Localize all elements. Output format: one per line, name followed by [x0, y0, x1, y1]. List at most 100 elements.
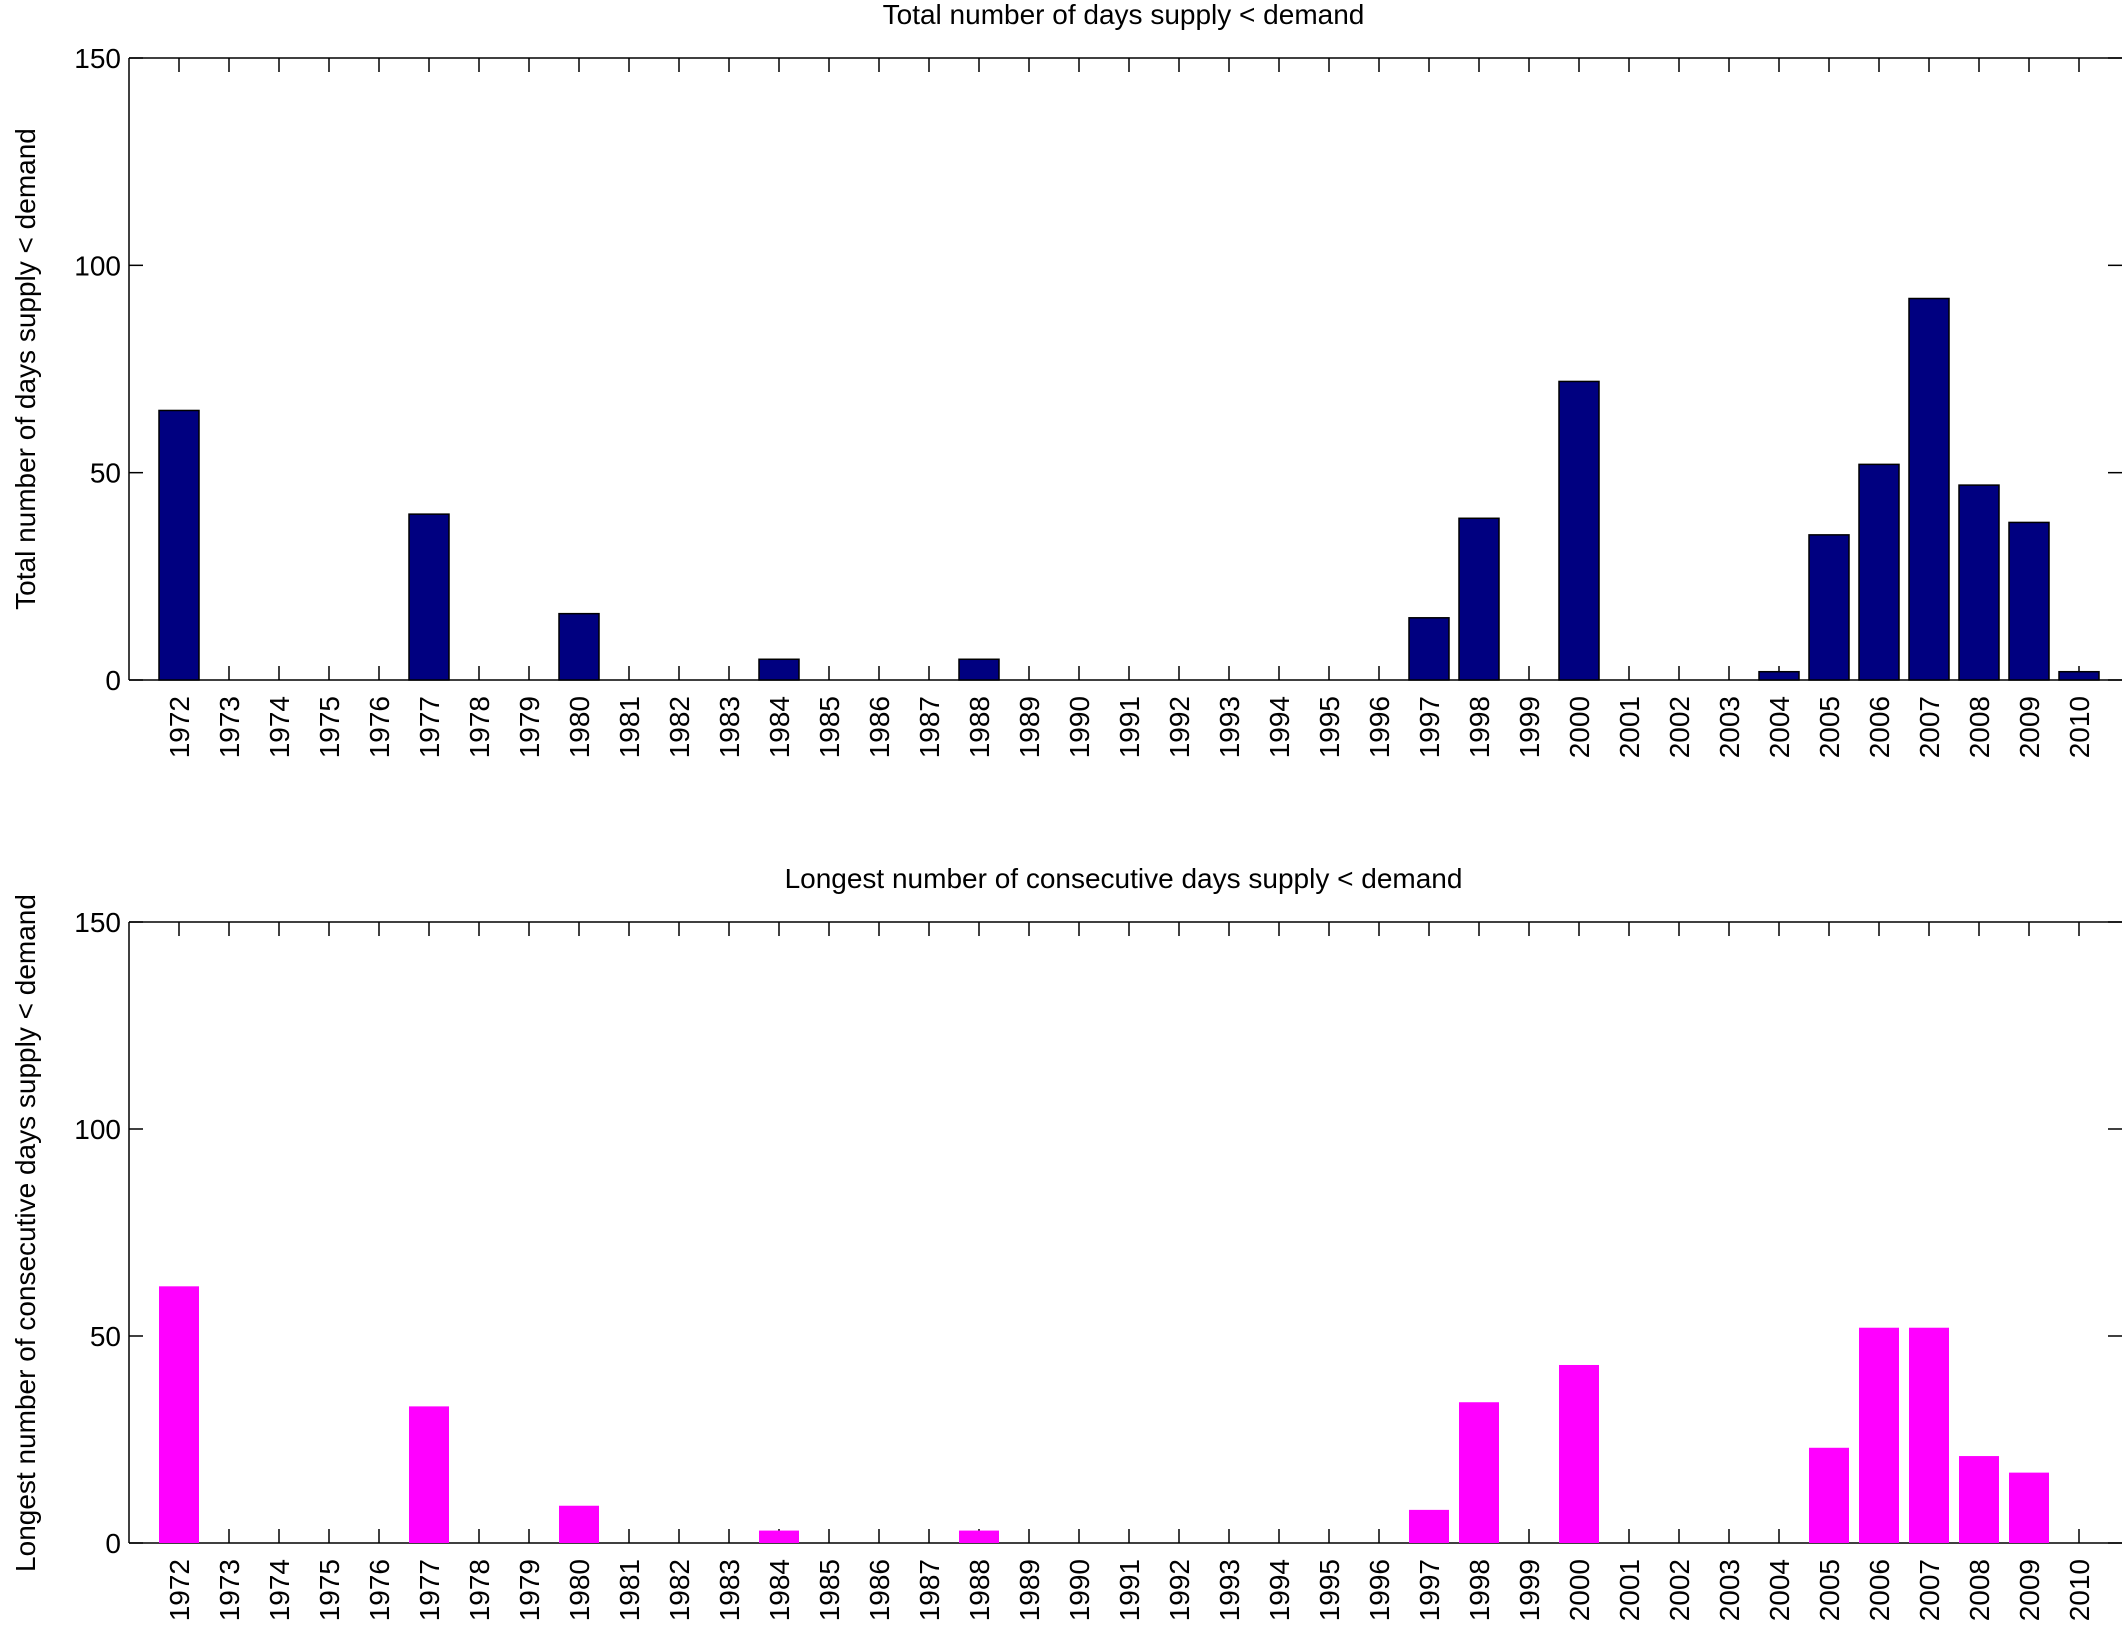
chart-1-y-tick-label: 50 — [90, 458, 121, 489]
chart-2-bar-1984 — [759, 1530, 799, 1543]
chart-2-x-tick-label: 1984 — [764, 1559, 795, 1621]
chart-2-x-tick-label: 2009 — [2014, 1559, 2045, 1621]
chart-1-x-tick-label: 1977 — [414, 696, 445, 758]
chart-2-x-tick-label: 1999 — [1514, 1559, 1545, 1621]
chart-2-x-tick-label: 2007 — [1914, 1559, 1945, 1621]
chart-2-x-tick-label: 1972 — [164, 1559, 195, 1621]
chart-2-x-tick-label: 2006 — [1864, 1559, 1895, 1621]
chart-2-x-tick-label: 1981 — [614, 1559, 645, 1621]
chart-1-x-tick-label: 1998 — [1464, 696, 1495, 758]
chart-2-y-tick-label: 0 — [105, 1528, 121, 1559]
chart-2-x-tick-label: 1980 — [564, 1559, 595, 1621]
chart-1-x-tick-label: 1995 — [1314, 696, 1345, 758]
chart-2-x-tick-label: 1993 — [1214, 1559, 1245, 1621]
chart-2-bar-1997 — [1409, 1509, 1449, 1543]
chart-2-y-tick-label: 50 — [90, 1321, 121, 1352]
chart-1-x-tick-label: 2002 — [1664, 696, 1695, 758]
chart-2-x-tick-label: 2005 — [1814, 1559, 1845, 1621]
chart-2-x-tick-label: 1974 — [264, 1559, 295, 1621]
chart-1-x-tick-label: 1991 — [1114, 696, 1145, 758]
chart-2-x-tick-label: 1982 — [664, 1559, 695, 1621]
chart-2-bar-2007 — [1909, 1327, 1949, 1543]
chart-2-x-tick-label: 1995 — [1314, 1559, 1345, 1621]
chart-1-bar-2010 — [2058, 670, 2100, 681]
chart-1-x-tick-label: 1990 — [1064, 696, 1095, 758]
chart-2-x-tick-label: 2001 — [1614, 1559, 1645, 1621]
chart-1-bar-2004 — [1758, 670, 1800, 681]
chart-2-x-tick-label: 1977 — [414, 1559, 445, 1621]
chart-2-bar-1977 — [409, 1406, 449, 1543]
chart-2-x-tick-label: 1998 — [1464, 1559, 1495, 1621]
chart-2-x-tick-label: 1979 — [514, 1559, 545, 1621]
chart-2-bar-1998 — [1459, 1402, 1499, 1543]
chart-1-bar-1972 — [158, 409, 200, 681]
chart-1-x-tick-label: 1988 — [964, 696, 995, 758]
chart-2-bar-1988 — [959, 1530, 999, 1543]
chart-1-x-tick-label: 1993 — [1214, 696, 1245, 758]
chart-1-y-tick-label: 100 — [74, 250, 121, 281]
chart-2-bar-2009 — [2009, 1472, 2049, 1543]
chart-1-x-tick-label: 2009 — [2014, 696, 2045, 758]
chart-1-bar-2008 — [1958, 484, 2000, 681]
chart-1-bar-2005 — [1808, 534, 1850, 681]
chart-2-x-tick-label: 2000 — [1564, 1559, 1595, 1621]
chart-1-x-tick-label: 2010 — [2064, 696, 2095, 758]
chart-1-x-tick-label: 1974 — [264, 696, 295, 758]
chart-2-x-tick-label: 1997 — [1414, 1559, 1445, 1621]
chart-1-bar-2000 — [1558, 380, 1600, 681]
chart-1-bar-1997 — [1408, 617, 1450, 681]
chart-2-x-tick-label: 2010 — [2064, 1559, 2095, 1621]
chart-1-bar-2009 — [2008, 521, 2050, 681]
chart-1-x-tick-label: 1972 — [164, 696, 195, 758]
chart-2-x-tick-label: 1987 — [914, 1559, 945, 1621]
chart-1-x-tick-label: 1984 — [764, 696, 795, 758]
chart-1-bar-2006 — [1858, 463, 1900, 681]
chart-1-x-tick-label: 2004 — [1764, 696, 1795, 758]
chart-1-x-tick-label: 2003 — [1714, 696, 1745, 758]
chart-2-bar-1980 — [559, 1505, 599, 1543]
chart-2-x-tick-label: 1996 — [1364, 1559, 1395, 1621]
chart-2-x-tick-label: 1975 — [314, 1559, 345, 1621]
chart-1-x-tick-label: 2006 — [1864, 696, 1895, 758]
chart-1-x-tick-label: 1973 — [214, 696, 245, 758]
chart-2-x-tick-label: 2002 — [1664, 1559, 1695, 1621]
chart-2-bar-2000 — [1559, 1364, 1599, 1543]
chart-2-x-tick-label: 2008 — [1964, 1559, 1995, 1621]
chart-2-bar-2005 — [1809, 1447, 1849, 1543]
chart-1-y-axis-label: Total number of days supply < demand — [10, 128, 41, 610]
chart-2-x-tick-label: 1983 — [714, 1559, 745, 1621]
chart-1-bar-1984 — [758, 658, 800, 681]
chart-2-title: Longest number of consecutive days suppl… — [785, 863, 1463, 894]
chart-1-x-tick-label: 2008 — [1964, 696, 1995, 758]
chart-1-x-tick-label: 2001 — [1614, 696, 1645, 758]
chart-1-x-tick-label: 2005 — [1814, 696, 1845, 758]
chart-2-x-tick-label: 1978 — [464, 1559, 495, 1621]
chart-2-bar-2006 — [1859, 1327, 1899, 1543]
chart-1-x-tick-label: 1994 — [1264, 696, 1295, 758]
chart-1-x-tick-label: 1985 — [814, 696, 845, 758]
chart-1-x-tick-label: 1981 — [614, 696, 645, 758]
chart-1-bar-1998 — [1458, 517, 1500, 681]
chart-2-x-tick-label: 1992 — [1164, 1559, 1195, 1621]
chart-1-y-tick-label: 150 — [74, 43, 121, 74]
chart-1-x-tick-label: 1986 — [864, 696, 895, 758]
chart-1-x-tick-label: 1980 — [564, 696, 595, 758]
chart-1-bar-2007 — [1908, 297, 1950, 681]
chart-1-x-tick-label: 1982 — [664, 696, 695, 758]
chart-1-x-tick-label: 1996 — [1364, 696, 1395, 758]
chart-1-title: Total number of days supply < demand — [883, 0, 1365, 30]
chart-2-x-tick-label: 1988 — [964, 1559, 995, 1621]
chart-2-y-axis-label: Longest number of consecutive days suppl… — [10, 894, 41, 1572]
chart-1-x-tick-label: 1979 — [514, 696, 545, 758]
chart-1-x-tick-label: 1987 — [914, 696, 945, 758]
chart-2-x-tick-label: 2004 — [1764, 1559, 1795, 1621]
chart-2-x-tick-label: 1991 — [1114, 1559, 1145, 1621]
chart-2-x-tick-label: 1973 — [214, 1559, 245, 1621]
chart-2-x-tick-label: 1994 — [1264, 1559, 1295, 1621]
chart-1-bar-1988 — [958, 658, 1000, 681]
chart-1-x-tick-label: 1997 — [1414, 696, 1445, 758]
chart-1-bar-1977 — [408, 513, 450, 681]
chart-2-x-tick-label: 1990 — [1064, 1559, 1095, 1621]
